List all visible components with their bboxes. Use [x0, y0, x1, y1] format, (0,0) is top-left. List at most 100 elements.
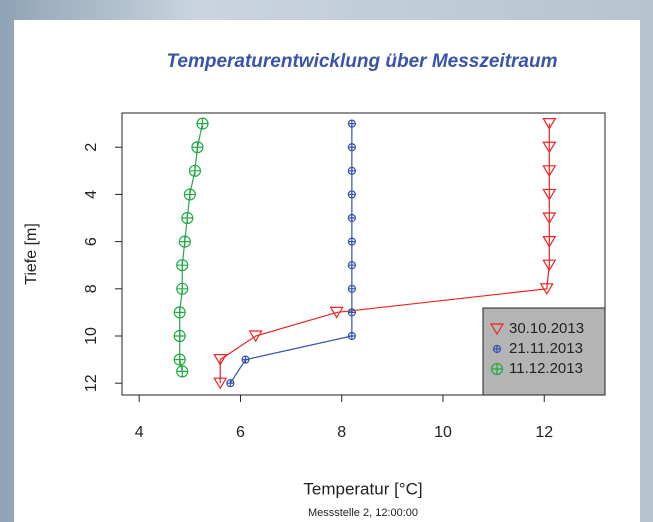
y-tick-label: 12: [83, 374, 100, 392]
point: [347, 143, 356, 152]
point: [542, 212, 557, 225]
point: [178, 235, 191, 248]
marker-part: [348, 190, 356, 198]
marker-part: [174, 306, 186, 318]
x-tick-label: 8: [337, 424, 346, 441]
point: [347, 213, 356, 223]
point: [176, 259, 189, 272]
point: [191, 141, 204, 154]
marker-part: [491, 363, 503, 375]
marker-part: [248, 330, 263, 343]
legend-label: 21.11.2013: [509, 340, 583, 357]
point: [539, 283, 554, 295]
marker-part: [174, 354, 186, 366]
point: [347, 284, 356, 293]
point: [542, 118, 557, 130]
marker-part: [181, 212, 193, 224]
y-tick-label: 6: [83, 237, 100, 246]
marker-part: [542, 165, 557, 177]
marker-part: [348, 285, 356, 293]
marker-part: [542, 236, 557, 248]
marker-part: [226, 379, 234, 387]
y-axis-label: Tiefe [m]: [23, 223, 40, 285]
marker-part: [176, 283, 188, 295]
marker-part: [179, 236, 191, 248]
x-tick-label: 10: [434, 424, 452, 441]
marker-part: [542, 188, 557, 201]
point: [542, 165, 557, 177]
legend-marker: [489, 323, 505, 336]
legend-marker: [490, 362, 504, 376]
point: [181, 211, 194, 225]
x-tick-label: 12: [535, 424, 553, 441]
point: [196, 117, 209, 130]
x-tick-label: 6: [236, 424, 245, 441]
point: [347, 237, 356, 246]
panel: [14, 20, 640, 522]
point: [176, 282, 189, 295]
legend-marker: [492, 344, 502, 354]
point: [347, 261, 356, 270]
plot-frame: [121, 112, 606, 396]
marker-part: [542, 141, 557, 154]
marker-part: [242, 356, 250, 364]
y-tick-label: 2: [83, 143, 100, 152]
marker-part: [348, 120, 356, 128]
point: [542, 259, 557, 272]
marker-part: [489, 323, 505, 336]
marker-part: [348, 332, 356, 340]
marker-part: [174, 330, 186, 342]
marker-part: [348, 143, 356, 151]
point: [226, 379, 235, 388]
marker-part: [176, 259, 188, 271]
point: [347, 166, 356, 175]
marker-part: [191, 141, 203, 153]
marker-part: [539, 283, 554, 295]
point: [213, 354, 228, 366]
legend-label: 11.12.2013: [509, 360, 583, 377]
point: [347, 190, 356, 199]
point: [173, 329, 186, 343]
marker-part: [493, 345, 501, 353]
point: [347, 308, 356, 317]
y-tick-label: 8: [83, 284, 100, 293]
marker-part: [542, 212, 557, 225]
point: [188, 164, 202, 177]
x-axis-label: Temperatur [°C]: [303, 479, 422, 498]
legend-box: [482, 307, 606, 396]
marker-part: [213, 354, 228, 366]
point: [542, 188, 557, 201]
marker-part: [213, 377, 228, 390]
point: [213, 377, 228, 390]
marker-part: [542, 259, 557, 272]
series-line: [219, 123, 550, 384]
legend-label: 30.10.2013: [509, 320, 584, 337]
marker-part: [197, 118, 208, 130]
marker-part: [189, 165, 201, 177]
marker-part: [348, 261, 356, 269]
point: [241, 355, 250, 364]
marker-part: [329, 306, 344, 319]
marker-part: [348, 167, 356, 175]
point: [173, 306, 186, 319]
point: [347, 119, 356, 128]
subtitle: Messstelle 2, 12:00:00: [308, 507, 418, 519]
point: [329, 306, 344, 319]
marker-part: [348, 308, 356, 316]
x-tick-label: 4: [135, 424, 144, 441]
point: [173, 353, 186, 366]
point: [183, 188, 196, 201]
point: [176, 365, 189, 378]
point: [542, 236, 557, 248]
point: [248, 330, 263, 343]
marker-part: [176, 365, 188, 377]
marker-part: [184, 188, 196, 200]
marker-part: [348, 214, 356, 222]
point: [347, 331, 356, 341]
y-tick-label: 4: [83, 190, 100, 199]
chart-title: Temperaturentwicklung über Messzeitraum: [166, 51, 557, 72]
point: [542, 141, 557, 154]
y-tick-label: 10: [83, 327, 100, 345]
